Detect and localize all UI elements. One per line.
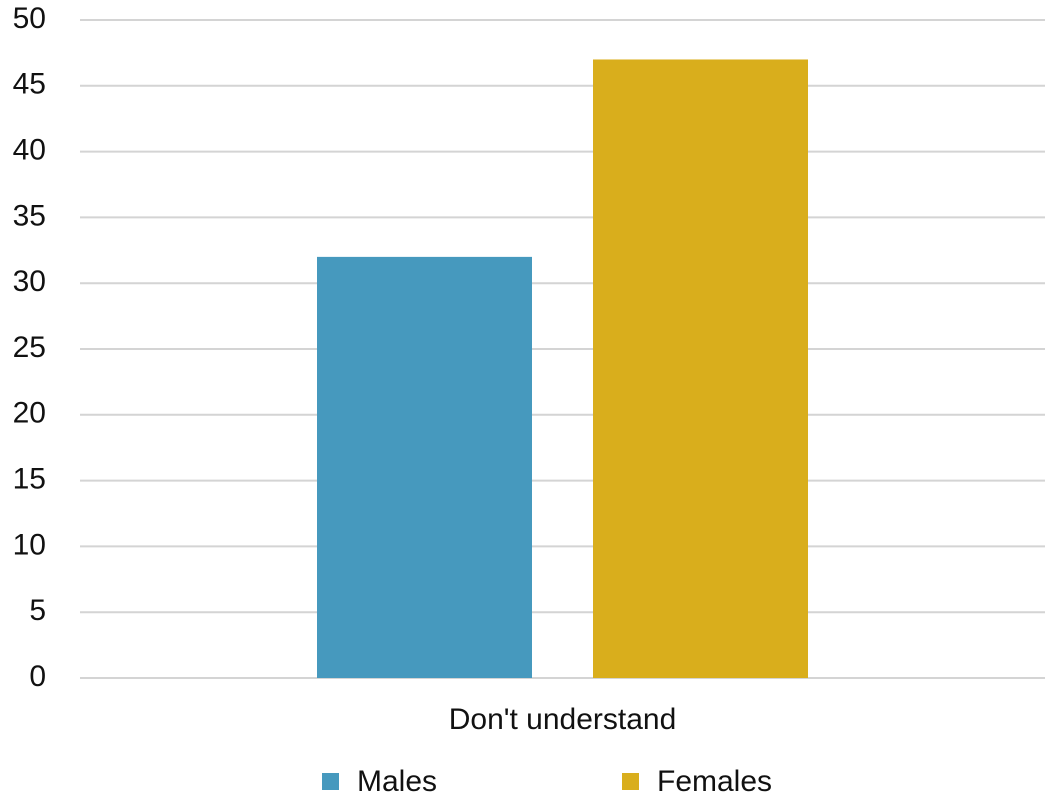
y-tick-label: 0 [29, 660, 46, 693]
legend-swatch [322, 773, 339, 790]
y-tick-label: 20 [13, 397, 46, 430]
y-tick-label: 35 [13, 199, 46, 232]
y-tick-label: 30 [13, 265, 46, 298]
y-tick-label: 10 [13, 528, 46, 561]
bar [317, 256, 532, 678]
y-tick-label: 40 [13, 134, 46, 167]
y-tick-label: 25 [13, 331, 46, 364]
legend-swatch [622, 773, 639, 790]
legend-label: Females [657, 765, 772, 798]
x-tick-label: Don't understand [449, 703, 677, 736]
legend-label: Males [357, 765, 437, 798]
y-tick-label: 45 [13, 68, 46, 101]
bar [593, 59, 808, 679]
y-tick-label: 15 [13, 463, 46, 496]
y-tick-label: 50 [13, 2, 46, 35]
y-tick-label: 5 [29, 594, 46, 627]
